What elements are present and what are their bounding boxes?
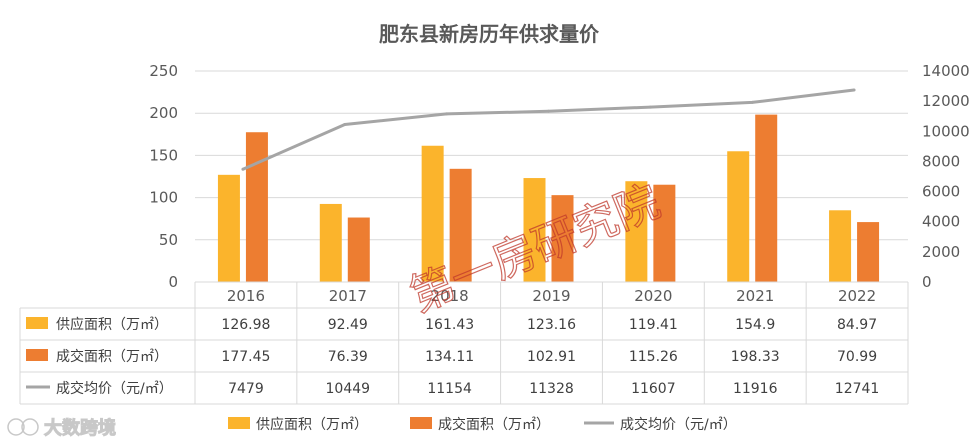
table-cell: 198.33 <box>731 349 780 365</box>
table-cell: 126.98 <box>221 317 270 333</box>
y-left-tick-label: 0 <box>168 273 178 291</box>
table-cell: 115.26 <box>629 349 678 365</box>
table-cell: 92.49 <box>328 317 368 333</box>
legend-label: 供应面积（万㎡） <box>256 416 368 433</box>
line-price-point-2016 <box>241 167 245 171</box>
line-price-point-2017 <box>343 123 347 127</box>
bar-supply-2021 <box>727 151 750 282</box>
y-right-tick-label: 4000 <box>922 213 960 231</box>
y-right-tick-label: 12000 <box>922 92 970 110</box>
y-right-tick-label: 6000 <box>922 183 960 201</box>
table-cell: 84.97 <box>837 317 877 333</box>
table-row-label: 供应面积（万㎡） <box>56 316 168 333</box>
table-cell: 76.39 <box>328 349 368 365</box>
line-price-point-2020 <box>648 105 652 109</box>
chart-title: 肥东县新房历年供求量价 <box>379 22 600 46</box>
bar-sold-2019 <box>551 195 574 282</box>
x-tick-label: 2022 <box>838 287 876 305</box>
bar-supply-2016 <box>217 174 240 282</box>
table-cell: 154.9 <box>735 317 775 333</box>
x-tick-label: 2020 <box>634 287 672 305</box>
bar-supply-2022 <box>829 210 852 282</box>
legend-key <box>228 417 250 429</box>
bar-sold-2018 <box>449 168 472 282</box>
table-cell: 177.45 <box>221 349 270 365</box>
bar-supply-2020 <box>625 181 648 282</box>
bar-sold-2022 <box>857 222 880 282</box>
y-left-tick-label: 200 <box>149 104 178 122</box>
legend-label: 成交均价（元/㎡） <box>620 416 737 433</box>
x-tick-label: 2016 <box>227 287 265 305</box>
table-cell: 11328 <box>529 381 574 397</box>
table-cell: 134.11 <box>425 349 474 365</box>
table-cell: 11154 <box>427 381 472 397</box>
bar-sold-2021 <box>755 114 778 282</box>
line-price-point-2019 <box>547 109 550 113</box>
brand-logo-icon <box>21 418 39 436</box>
table-row-label: 成交均价（元/㎡） <box>56 380 173 397</box>
table-cell: 102.91 <box>527 349 576 365</box>
line-price-point-2022 <box>852 88 856 92</box>
y-right-tick-label: 14000 <box>922 62 970 80</box>
y-right-tick-label: 2000 <box>922 243 960 261</box>
brand-name: 大数跨境 <box>44 417 116 439</box>
y-left-tick-label: 50 <box>159 231 178 249</box>
table-legend-key <box>26 349 48 361</box>
bar-supply-2019 <box>523 178 546 282</box>
table-cell: 12741 <box>835 381 880 397</box>
y-right-tick-label: 10000 <box>922 122 970 140</box>
y-right-tick-label: 8000 <box>922 152 960 170</box>
y-left-tick-label: 150 <box>149 146 178 164</box>
x-tick-label: 2017 <box>329 287 367 305</box>
bar-supply-2018 <box>421 145 444 282</box>
x-tick-label: 2018 <box>431 287 469 305</box>
y-right-tick-label: 0 <box>922 273 932 291</box>
x-tick-label: 2021 <box>736 287 774 305</box>
bar-sold-2020 <box>653 184 676 282</box>
legend-key <box>410 417 432 429</box>
table-cell: 161.43 <box>425 317 474 333</box>
table-row-label: 成交面积（万㎡） <box>56 348 168 365</box>
bar-supply-2017 <box>319 203 342 282</box>
table-cell: 70.99 <box>837 349 877 365</box>
bar-sold-2016 <box>245 132 268 282</box>
table-cell: 11607 <box>631 381 676 397</box>
table-cell: 11916 <box>733 381 778 397</box>
line-price-point-2021 <box>750 100 754 104</box>
brand-logo-icon <box>7 418 25 436</box>
line-price-point-2018 <box>445 112 449 116</box>
x-tick-label: 2019 <box>532 287 570 305</box>
table-cell: 7479 <box>228 381 264 397</box>
table-cell: 119.41 <box>629 317 678 333</box>
y-left-tick-label: 250 <box>149 62 178 80</box>
legend-label: 成交面积（万㎡） <box>438 416 550 433</box>
table-cell: 123.16 <box>527 317 576 333</box>
table-cell: 10449 <box>326 381 371 397</box>
bar-sold-2017 <box>347 217 370 282</box>
table-legend-key <box>26 317 48 329</box>
y-left-tick-label: 100 <box>149 189 178 207</box>
